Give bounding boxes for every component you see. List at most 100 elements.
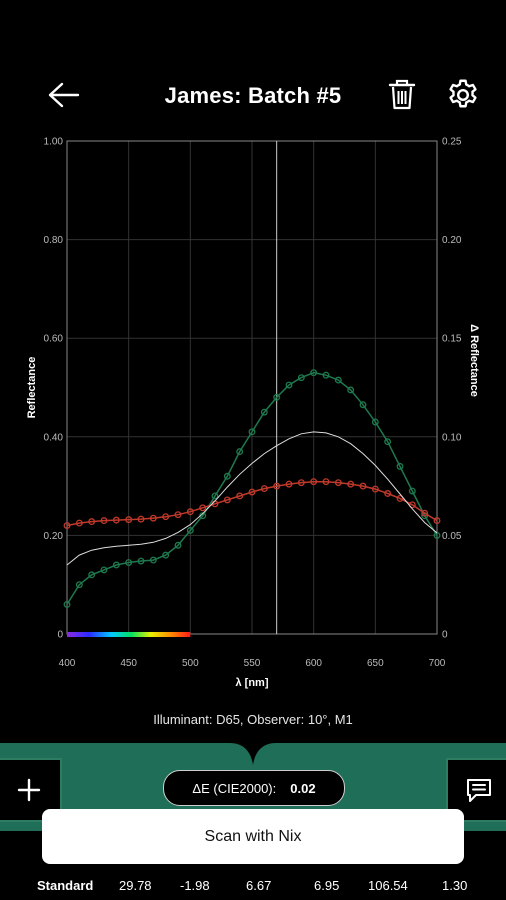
y2-axis-label: Δ Reflectance	[468, 324, 480, 397]
data-point-red	[310, 478, 318, 486]
y2-tick-label: 0	[442, 630, 448, 641]
delta-e-value: 0.02	[290, 780, 316, 796]
data-point-red	[347, 480, 355, 488]
data-point-red	[421, 509, 429, 517]
data-point-red	[371, 485, 379, 493]
settings-button[interactable]	[445, 77, 481, 113]
standard-row: Standard 29.78 -1.98 6.67 6.95 106.54 1.…	[0, 874, 506, 898]
y-tick-label: 1.00	[44, 137, 64, 148]
data-point-green	[162, 551, 170, 559]
x-tick-label: 650	[367, 658, 384, 669]
data-point-red	[162, 513, 170, 521]
y2-tick-label: 0.25	[442, 137, 462, 148]
standard-value-6: 1.30	[442, 878, 468, 893]
delta-e-badge: ΔE (CIE2000): 0.02	[163, 770, 345, 806]
data-point-green	[285, 381, 293, 389]
y2-tick-label: 0.05	[442, 531, 462, 542]
y-tick-label: 0.80	[44, 235, 64, 246]
series-line-white	[66, 431, 438, 566]
x-tick-label: 500	[182, 658, 199, 669]
data-point-green	[359, 401, 367, 409]
data-point-red	[137, 515, 145, 523]
data-point-red	[112, 516, 120, 524]
data-point-red	[63, 522, 71, 529]
data-point-green	[334, 376, 342, 384]
x-tick-label: 400	[59, 658, 76, 669]
standard-value-1: 29.78	[119, 878, 152, 893]
comment-icon	[467, 779, 491, 802]
standard-value-3: 6.67	[246, 878, 272, 893]
trash-icon	[388, 79, 416, 110]
y-tick-label: 0.20	[44, 531, 64, 542]
data-point-red	[174, 511, 182, 519]
plot-frame	[66, 140, 438, 635]
data-point-green	[75, 581, 83, 589]
x-tick-label: 700	[429, 658, 446, 669]
data-point-red	[334, 479, 342, 487]
data-point-red	[223, 496, 231, 504]
gear-icon	[449, 79, 477, 108]
data-point-red	[285, 480, 293, 488]
data-point-red	[236, 492, 244, 500]
data-point-red	[396, 494, 404, 502]
data-point-green	[236, 448, 244, 456]
data-point-green	[347, 386, 355, 394]
data-point-red	[322, 478, 330, 486]
data-point-red	[75, 519, 83, 527]
data-point-green	[408, 487, 416, 495]
data-point-red	[248, 488, 256, 496]
data-point-green	[100, 566, 108, 574]
series-line-green	[66, 371, 438, 605]
standard-value-5: 106.54	[368, 878, 408, 893]
spectrum-bar	[67, 632, 191, 637]
data-point-red	[100, 517, 108, 525]
data-point-green	[149, 556, 157, 564]
data-point-green	[273, 393, 281, 401]
delete-button[interactable]	[386, 77, 418, 111]
data-point-green	[186, 527, 194, 534]
y2-tick-label: 0.15	[442, 334, 462, 345]
data-point-green	[260, 408, 268, 416]
y-tick-label: 0.40	[44, 432, 64, 443]
data-point-green	[223, 472, 231, 480]
back-button[interactable]	[44, 78, 84, 112]
page-title: James: Batch #5	[164, 83, 342, 108]
data-point-red	[260, 485, 268, 493]
y-tick-label: 0	[57, 630, 63, 641]
data-point-red	[149, 514, 157, 522]
series-line-red	[66, 480, 438, 527]
reflectance-chart: 0 0.20 0.40 0.60 0.80 1.00 0 0.05 0.10 0.15 0.20 0.…	[26, 137, 480, 690]
x-axis-label: λ [nm]	[236, 677, 269, 689]
standard-value-4: 6.95	[314, 878, 340, 893]
data-point-green	[384, 438, 392, 446]
data-point-green	[125, 559, 133, 566]
standard-value-2: -1.98	[180, 878, 210, 893]
y2-tick-label: 0.20	[442, 235, 462, 246]
y-axis-label: Reflectance	[26, 357, 38, 419]
data-point-green	[63, 600, 71, 608]
x-tick-label: 450	[120, 658, 137, 669]
data-point-red	[186, 508, 194, 516]
data-point-red	[384, 490, 392, 497]
data-point-green	[310, 369, 318, 377]
data-point-red	[125, 516, 133, 524]
data-point-green	[248, 428, 256, 436]
standard-label: Standard	[37, 878, 94, 893]
data-point-red	[433, 517, 441, 525]
data-point-green	[396, 462, 404, 470]
x-tick-label: 600	[305, 658, 322, 669]
data-point-green	[174, 541, 182, 549]
data-point-red	[273, 482, 281, 490]
scan-button[interactable]: Scan with Nix	[42, 809, 464, 864]
data-point-green	[88, 571, 96, 579]
x-tick-label: 550	[244, 658, 261, 669]
data-point-green	[137, 557, 145, 565]
y-tick-label: 0.60	[44, 334, 64, 345]
data-point-red	[88, 518, 96, 526]
data-point-green	[211, 492, 219, 500]
y2-tick-label: 0.10	[442, 432, 462, 443]
data-point-green	[297, 374, 305, 382]
arrow-left-icon	[48, 82, 80, 108]
data-point-green	[112, 561, 120, 569]
plus-icon	[17, 778, 41, 802]
